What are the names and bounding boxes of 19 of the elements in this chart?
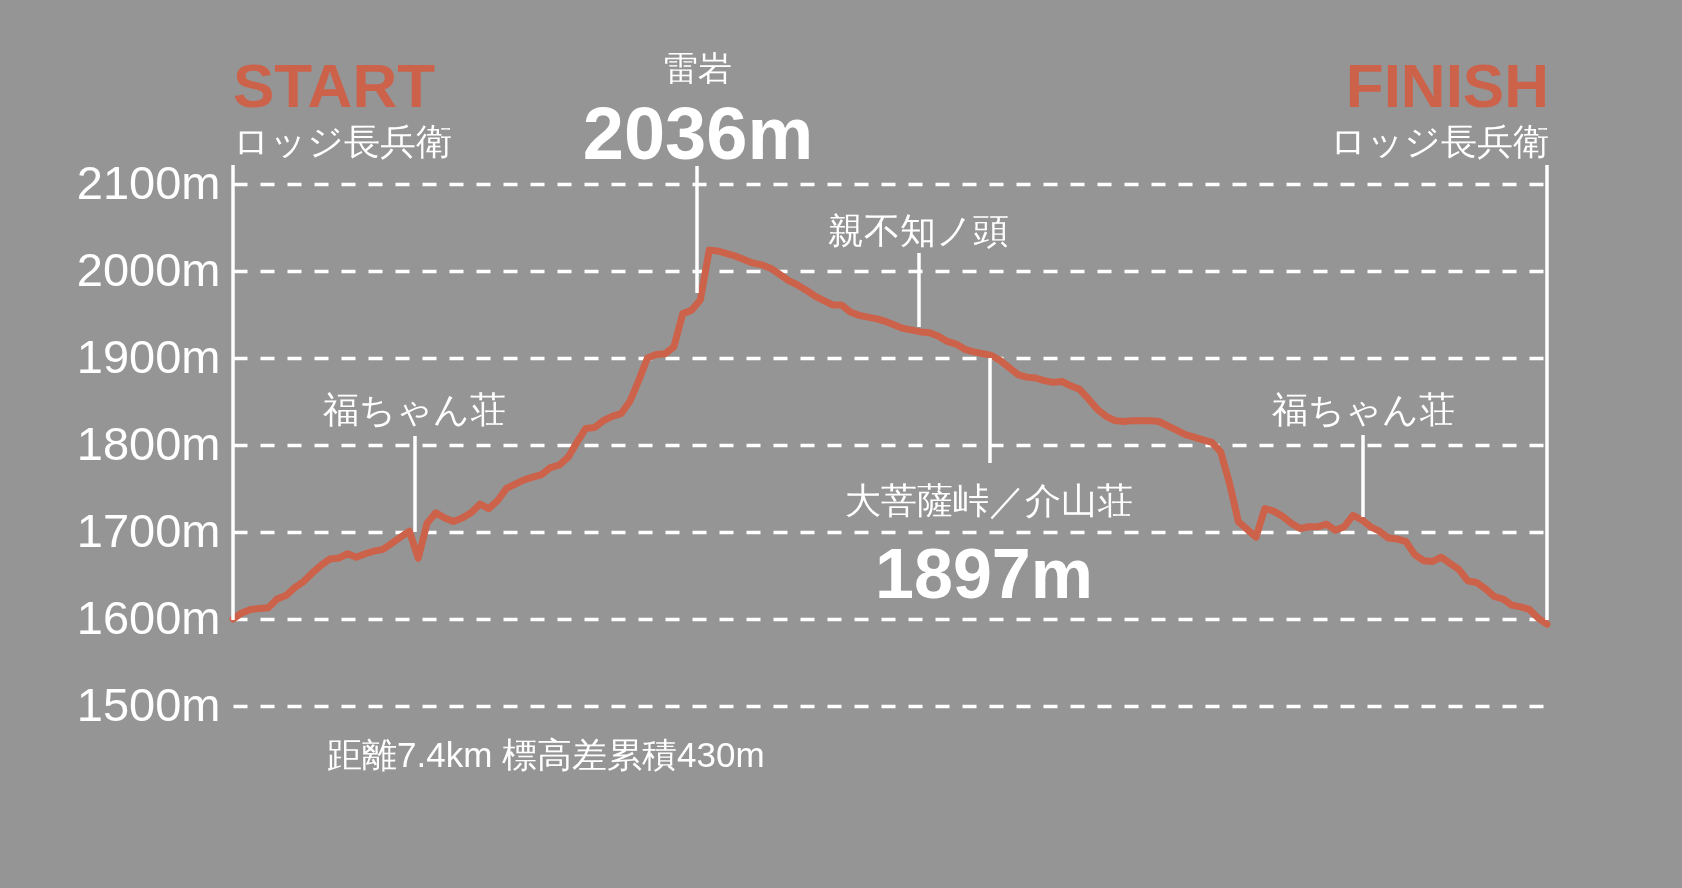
- y-tick-label: 2000m: [76, 242, 221, 296]
- text: 雷岩: [664, 49, 732, 87]
- text: FINISH: [1345, 51, 1549, 120]
- text: ロッジ長兵衛: [1330, 121, 1549, 162]
- text: START: [233, 51, 436, 120]
- text: 距離7.4km 標高差累積430m: [327, 735, 765, 774]
- annotation: 福ちゃん荘: [1271, 389, 1455, 430]
- annotation: 1897m: [875, 535, 1093, 613]
- y-tick-label: 2100m: [76, 155, 221, 209]
- y-tick-label: 1700m: [76, 503, 221, 557]
- y-tick-label: 1800m: [76, 416, 221, 470]
- y-tick-label: 1900m: [76, 329, 221, 383]
- annotation: 福ちゃん荘: [323, 389, 506, 430]
- text: ロッジ長兵衛: [233, 121, 452, 162]
- y-tick-label: 1500m: [76, 677, 221, 731]
- text: 2036m: [582, 92, 814, 175]
- y-tick-label: 1600m: [76, 590, 221, 644]
- annotation: 親不知ノ頭: [827, 210, 1009, 251]
- annotation: 大菩薩峠／介山荘: [845, 480, 1133, 521]
